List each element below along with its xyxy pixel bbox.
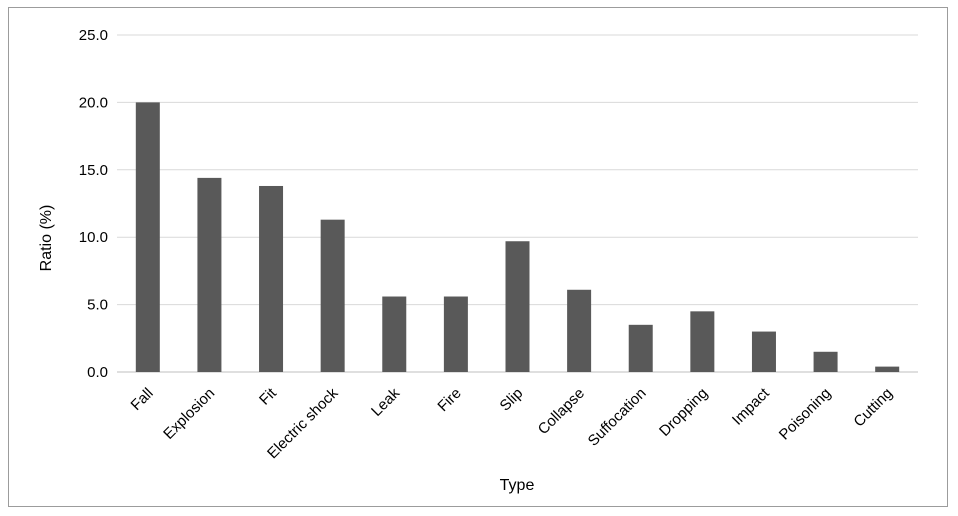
- x-tick-label: Collapse: [535, 385, 588, 438]
- bar-explosion: [197, 177, 222, 372]
- bar-collapse: [567, 289, 592, 372]
- x-tick-label: Impact: [729, 384, 773, 428]
- bar-suffocation: [628, 324, 653, 372]
- bar-leak: [382, 296, 407, 372]
- x-tick-label: Dropping: [656, 385, 711, 440]
- x-tick-label: Fit: [256, 384, 280, 408]
- bar-fire: [443, 296, 468, 372]
- bar-dropping: [690, 311, 715, 372]
- y-tick-label: 20.0: [79, 94, 108, 111]
- x-tick-label: Explosion: [160, 385, 218, 443]
- bars: [135, 102, 900, 373]
- chart-frame: [8, 7, 948, 507]
- x-tick-label: Poisoning: [776, 385, 835, 444]
- x-tick-label: Cutting: [850, 385, 896, 431]
- x-tick-label: Slip: [497, 385, 527, 415]
- y-tick-label: 0.0: [87, 364, 108, 381]
- gridlines: [117, 34, 918, 373]
- bar-poisoning: [813, 351, 838, 372]
- x-tick-label: Fall: [128, 385, 157, 414]
- bar-slip: [505, 241, 530, 372]
- y-tick-label: 5.0: [87, 297, 108, 314]
- x-tick-label: Fire: [434, 385, 464, 415]
- x-tick-label: Leak: [368, 384, 403, 419]
- y-tick-label: 10.0: [79, 229, 108, 246]
- bar-fit: [259, 185, 284, 372]
- y-tick-label: 25.0: [79, 27, 108, 44]
- y-axis-title: Ratio (%): [38, 205, 55, 272]
- bar-fall: [135, 102, 160, 373]
- y-axis-ticks: 0.0 5.0 10.0 15.0 20.0 25.0: [79, 27, 108, 381]
- bar-cutting: [875, 366, 900, 372]
- x-axis-title: Type: [500, 477, 535, 494]
- bar-impact: [751, 331, 776, 372]
- y-tick-label: 15.0: [79, 162, 108, 179]
- bar-electric-shock: [320, 219, 345, 372]
- x-tick-label: Suffocation: [585, 385, 650, 450]
